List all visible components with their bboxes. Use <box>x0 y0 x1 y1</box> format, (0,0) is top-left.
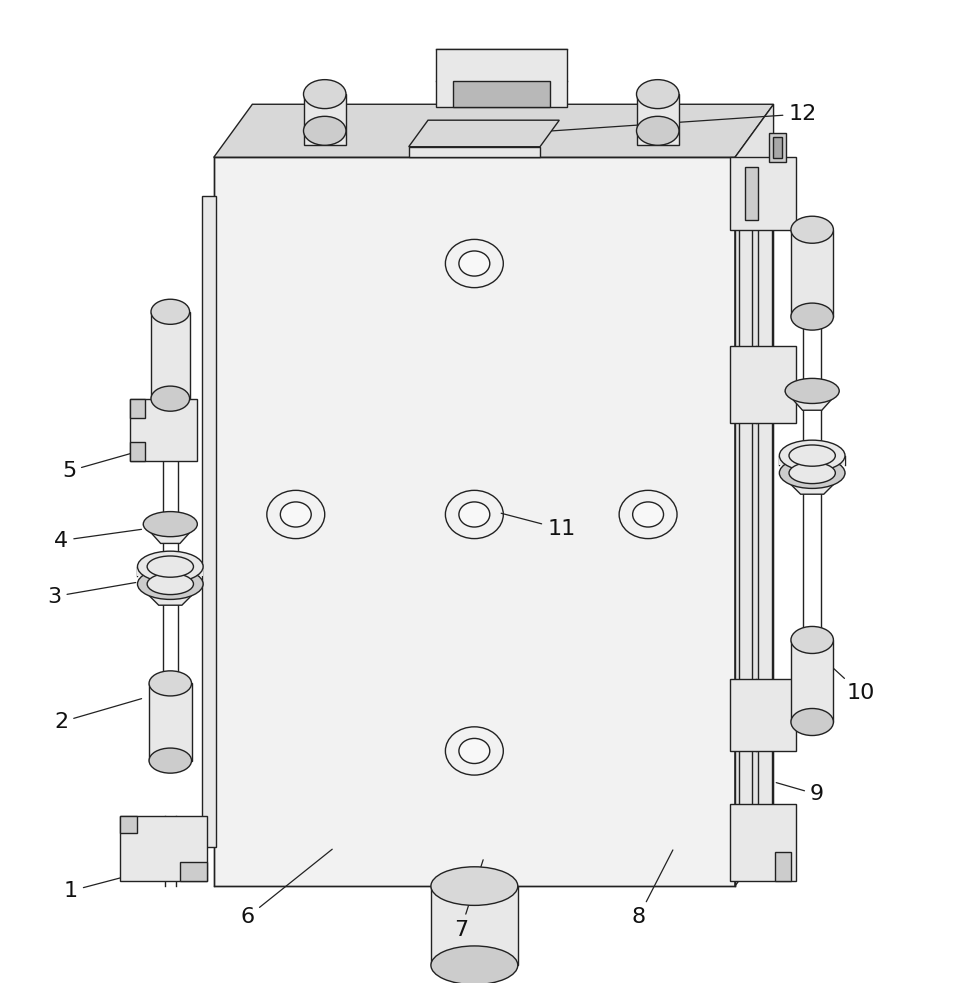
Text: 3: 3 <box>47 583 136 607</box>
Ellipse shape <box>149 671 192 696</box>
Bar <box>730 804 796 881</box>
Bar <box>130 442 145 461</box>
Bar <box>769 133 786 162</box>
Text: 7: 7 <box>454 860 483 940</box>
Ellipse shape <box>445 239 503 288</box>
Text: 11: 11 <box>501 513 575 539</box>
Ellipse shape <box>791 708 833 736</box>
Bar <box>744 167 758 220</box>
Ellipse shape <box>637 80 679 109</box>
Ellipse shape <box>791 216 833 243</box>
Ellipse shape <box>633 502 663 527</box>
Ellipse shape <box>304 80 346 109</box>
Bar <box>202 196 216 847</box>
Polygon shape <box>785 391 839 410</box>
Polygon shape <box>453 81 550 107</box>
Polygon shape <box>143 524 197 543</box>
Bar <box>730 346 796 423</box>
Ellipse shape <box>459 738 490 764</box>
Polygon shape <box>408 147 540 157</box>
Bar <box>149 683 192 761</box>
Bar <box>772 137 782 158</box>
Ellipse shape <box>149 748 192 773</box>
Ellipse shape <box>445 490 503 539</box>
Bar <box>730 679 796 751</box>
Ellipse shape <box>147 556 194 577</box>
Ellipse shape <box>620 490 677 539</box>
Text: 1: 1 <box>64 872 141 901</box>
Ellipse shape <box>785 378 839 403</box>
Polygon shape <box>436 49 567 107</box>
Ellipse shape <box>151 386 190 411</box>
Bar <box>180 862 207 881</box>
Text: 2: 2 <box>54 699 141 732</box>
Text: 4: 4 <box>54 529 141 551</box>
Polygon shape <box>637 94 679 145</box>
Text: 9: 9 <box>776 783 824 804</box>
Ellipse shape <box>445 727 503 775</box>
Bar <box>791 230 833 317</box>
Ellipse shape <box>637 116 679 145</box>
Bar <box>151 312 190 399</box>
Ellipse shape <box>151 299 190 324</box>
Ellipse shape <box>789 445 835 466</box>
Bar <box>130 399 197 461</box>
Bar <box>739 167 752 876</box>
Ellipse shape <box>137 551 203 582</box>
Ellipse shape <box>137 569 203 599</box>
Polygon shape <box>408 120 560 147</box>
Ellipse shape <box>789 462 835 484</box>
Ellipse shape <box>779 458 845 488</box>
Bar <box>120 816 207 881</box>
Text: 6: 6 <box>240 849 332 927</box>
Bar <box>779 456 845 465</box>
Bar <box>758 167 771 876</box>
Bar <box>791 640 833 722</box>
Polygon shape <box>735 104 773 886</box>
Bar <box>137 567 203 576</box>
Ellipse shape <box>779 440 845 471</box>
Ellipse shape <box>431 867 518 905</box>
Polygon shape <box>214 104 773 157</box>
Text: 5: 5 <box>62 448 151 481</box>
Text: 8: 8 <box>631 850 673 927</box>
Bar <box>730 157 796 230</box>
Text: 10: 10 <box>804 642 875 703</box>
Polygon shape <box>137 584 203 605</box>
Ellipse shape <box>791 626 833 653</box>
Ellipse shape <box>281 502 312 527</box>
Ellipse shape <box>459 502 490 527</box>
Ellipse shape <box>459 251 490 276</box>
Bar <box>130 399 145 418</box>
Polygon shape <box>304 94 346 145</box>
Ellipse shape <box>791 303 833 330</box>
Ellipse shape <box>143 512 197 537</box>
Bar <box>120 816 137 833</box>
Bar <box>775 852 791 881</box>
Polygon shape <box>779 473 845 494</box>
Ellipse shape <box>304 116 346 145</box>
Bar <box>214 157 735 886</box>
Bar <box>431 886 518 965</box>
Ellipse shape <box>431 946 518 985</box>
Ellipse shape <box>147 573 194 595</box>
Text: 12: 12 <box>521 104 817 133</box>
Ellipse shape <box>267 490 324 539</box>
